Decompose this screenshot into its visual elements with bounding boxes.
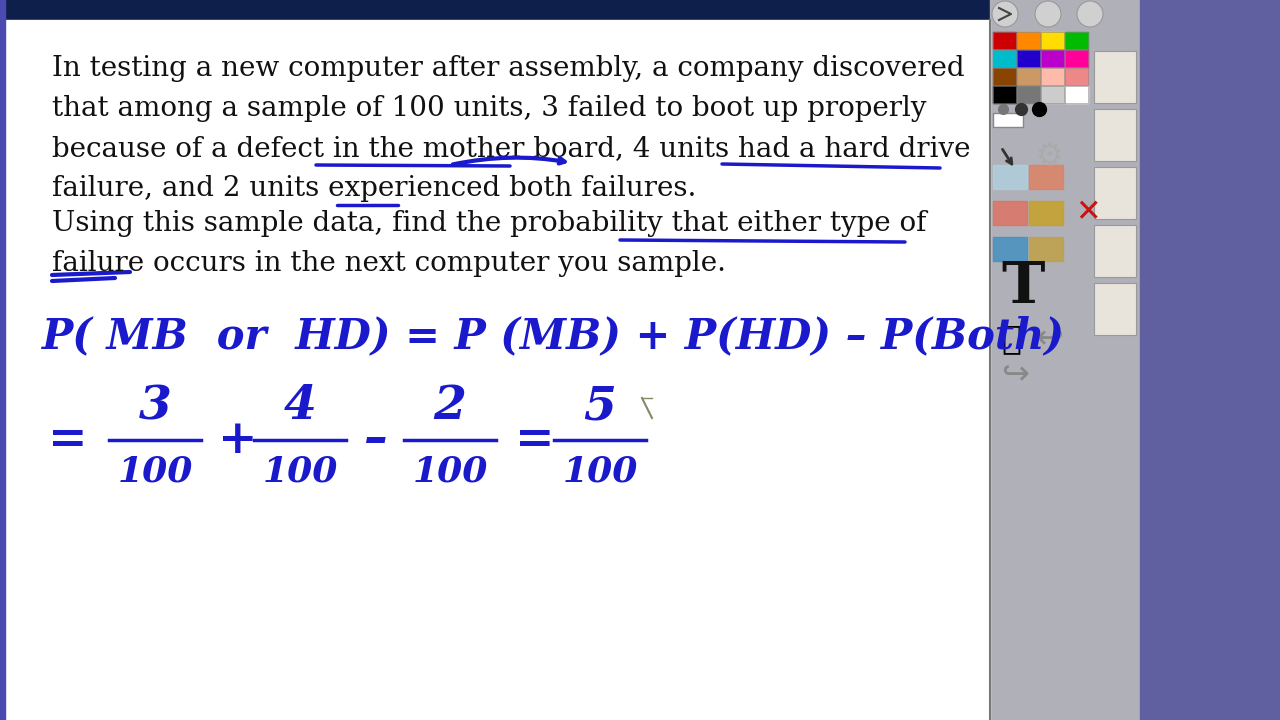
Text: 100: 100	[118, 455, 193, 489]
Circle shape	[992, 1, 1018, 27]
Text: 100: 100	[262, 455, 338, 489]
FancyBboxPatch shape	[1094, 109, 1137, 161]
Text: because of a defect in the mother board, 4 units had a hard drive: because of a defect in the mother board,…	[52, 135, 970, 162]
Text: =: =	[49, 417, 87, 463]
Text: ✕: ✕	[1075, 199, 1101, 228]
Text: 100: 100	[412, 455, 488, 489]
FancyBboxPatch shape	[1094, 283, 1137, 335]
Circle shape	[1036, 1, 1061, 27]
Text: T: T	[1001, 259, 1044, 315]
FancyBboxPatch shape	[1094, 51, 1137, 103]
Text: In testing a new computer after assembly, a company discovered: In testing a new computer after assembly…	[52, 55, 965, 82]
Text: P( MB  or  HD) = P (MB) + P(HD) – P(Both): P( MB or HD) = P (MB) + P(HD) – P(Both)	[42, 315, 1065, 357]
Text: =: =	[515, 417, 554, 463]
Text: ⏳: ⏳	[1001, 323, 1021, 356]
Text: ⚙: ⚙	[1036, 143, 1062, 171]
Text: 3: 3	[138, 383, 172, 429]
Text: 4: 4	[284, 383, 316, 429]
Circle shape	[1076, 1, 1103, 27]
Text: ↪: ↪	[1001, 359, 1029, 392]
Text: failure occurs in the next computer you sample.: failure occurs in the next computer you …	[52, 250, 726, 277]
FancyBboxPatch shape	[1094, 167, 1137, 219]
Text: 2: 2	[434, 383, 466, 429]
Text: failure, and 2 units experienced both failures.: failure, and 2 units experienced both fa…	[52, 175, 696, 202]
Text: 5: 5	[584, 383, 617, 429]
FancyBboxPatch shape	[993, 113, 1023, 127]
Text: 100: 100	[562, 455, 637, 489]
Text: +: +	[218, 417, 257, 463]
FancyBboxPatch shape	[1094, 225, 1137, 277]
Text: ↩: ↩	[1036, 323, 1062, 356]
Text: Using this sample data, find the probability that either type of: Using this sample data, find the probabi…	[52, 210, 927, 237]
Text: that among a sample of 100 units, 3 failed to boot up properly: that among a sample of 100 units, 3 fail…	[52, 95, 927, 122]
Text: –: –	[364, 417, 388, 463]
